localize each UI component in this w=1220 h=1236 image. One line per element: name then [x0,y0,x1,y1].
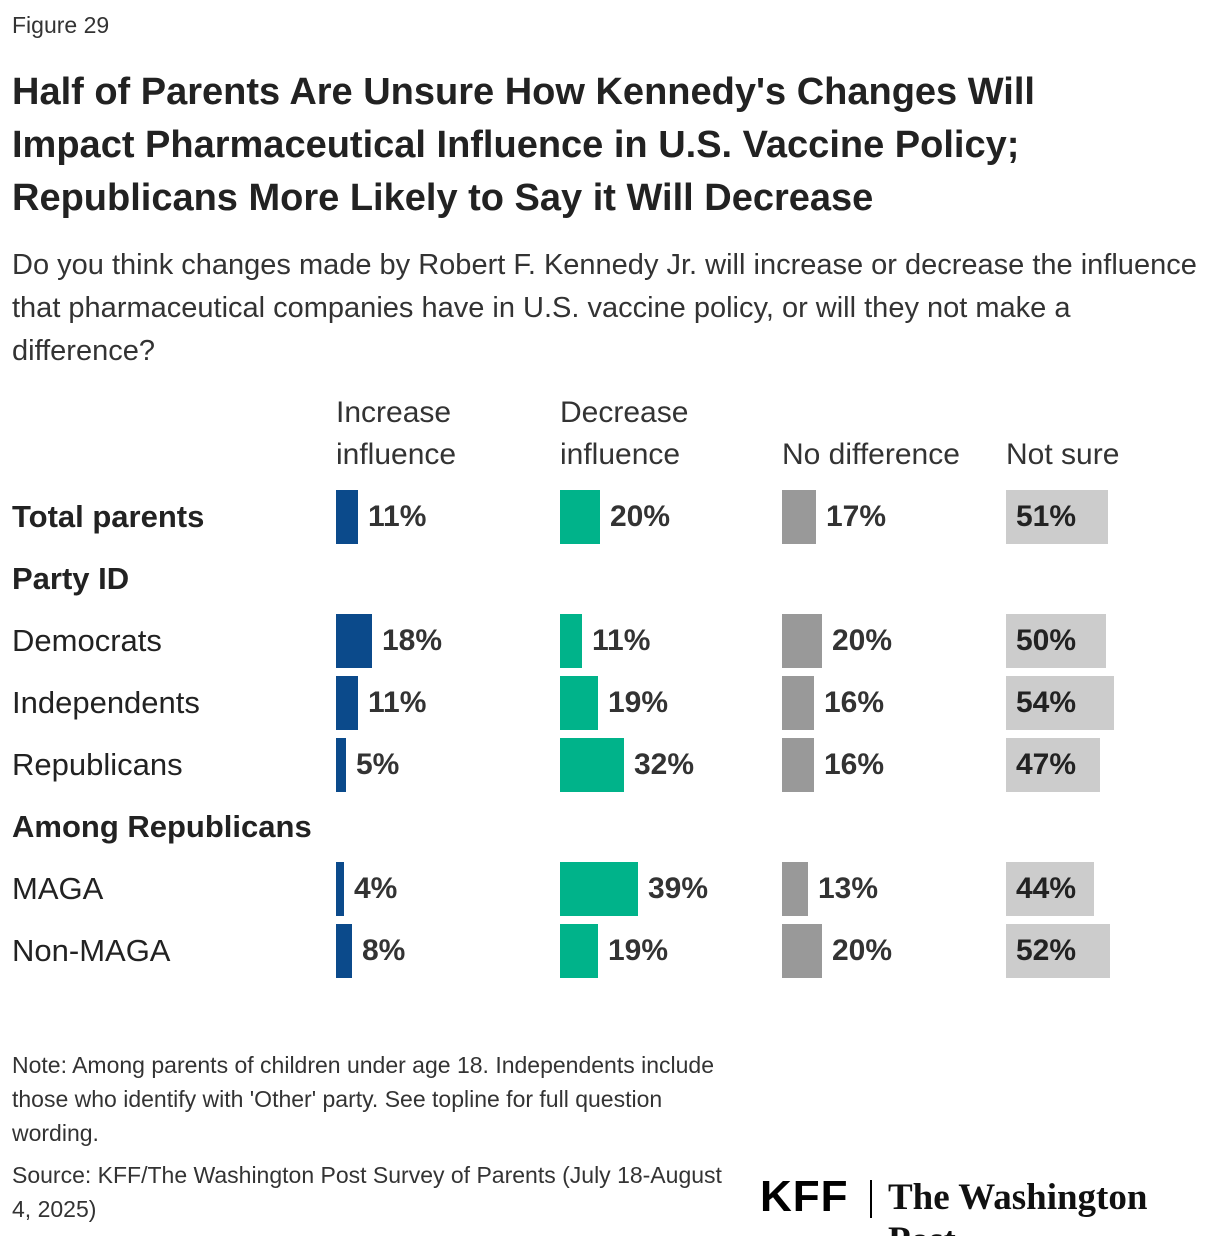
separator [870,1180,872,1218]
bar [782,738,814,792]
value-label: 11% [592,624,651,657]
bar [560,924,598,978]
legend-label: Increase influence [336,396,457,471]
value-label: 17% [826,500,887,533]
note: Note: Among parents of children under ag… [12,1052,714,1146]
value-label: 20% [832,624,893,657]
category-label: Democrats [12,623,162,658]
value-label: 11% [368,500,427,533]
bar [782,676,814,730]
bar [336,924,352,978]
bar [560,490,600,544]
bar [560,738,624,792]
chart-title: Half of Parents Are Unsure How Kennedy's… [12,71,1035,219]
bar [1006,490,1108,544]
category-label: Total parents [12,499,205,534]
value-label: 11% [368,686,427,719]
bar [336,614,372,668]
category-label: Non-MAGA [12,933,171,968]
category-label: Party ID [12,561,130,596]
bar [1006,738,1100,792]
bar [782,490,816,544]
value-label: 16% [824,686,885,719]
value-label: 20% [832,934,893,967]
value-label: 19% [608,934,669,967]
value-label: 4% [354,872,398,905]
value-label: 20% [610,500,671,533]
value-label: 54% [1016,686,1077,719]
category-label: MAGA [12,871,104,906]
bar [782,924,822,978]
legend-label: Decrease influence [560,396,689,471]
bar [336,862,344,916]
logo: KFF [760,1172,849,1221]
bar [1006,862,1094,916]
bar [560,862,638,916]
bar [336,490,358,544]
value-label: 39% [648,872,709,905]
source: Source: KFF/The Washington Post Survey o… [12,1162,722,1222]
bar [336,738,346,792]
category-label: Republicans [12,747,183,782]
bar [1006,676,1114,730]
chart-subtitle: Do you think changes made by Robert F. K… [12,249,1197,367]
bar [560,614,582,668]
category-label: Among Republicans [12,809,312,844]
value-label: 47% [1016,748,1077,781]
legend-label: Not sure [1006,438,1120,471]
bar [1006,614,1106,668]
value-label: 13% [818,872,879,905]
value-label: 51% [1016,500,1077,533]
value-label: 19% [608,686,669,719]
bar [1006,924,1110,978]
value-label: 5% [356,748,400,781]
category-label: Independents [12,685,200,720]
bar [782,614,822,668]
value-label: 52% [1016,934,1077,967]
bar [336,676,358,730]
value-label: 8% [362,934,406,967]
bar [560,676,598,730]
legend-label: No difference [782,438,960,471]
value-label: 44% [1016,872,1077,905]
value-label: 32% [634,748,695,781]
value-label: 18% [382,624,443,657]
value-label: 50% [1016,624,1077,657]
logo: The Washington Post [888,1177,1148,1236]
figure-label: Figure 29 [12,12,110,38]
value-label: 16% [824,748,885,781]
bar [782,862,808,916]
